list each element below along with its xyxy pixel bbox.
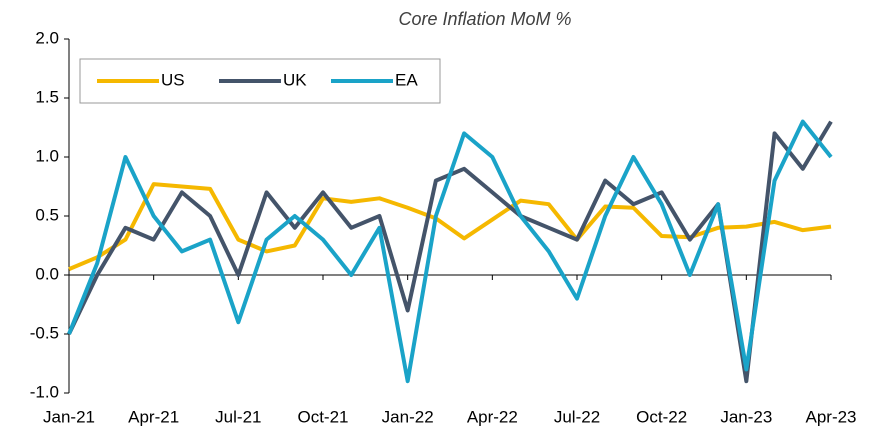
x-tick-label: Jan-21 [43, 407, 95, 426]
x-tick-label: Jul-22 [554, 407, 600, 426]
y-tick-label: 0.0 [35, 264, 59, 283]
y-tick-label: 2.0 [35, 28, 59, 47]
x-tick-label: Jan-22 [382, 407, 434, 426]
x-tick-label: Apr-21 [128, 407, 179, 426]
x-tick-label: Apr-22 [467, 407, 518, 426]
y-tick-label: 0.5 [35, 205, 59, 224]
x-tick-label: Jul-21 [215, 407, 261, 426]
series-line [68, 182, 832, 271]
legend-label: US [161, 70, 185, 89]
series-line [67, 119, 833, 384]
legend-label: UK [283, 70, 307, 89]
legend-label: EA [395, 70, 418, 89]
chart-title: Core Inflation MoM % [398, 9, 571, 29]
x-tick-label: Jan-23 [720, 407, 772, 426]
y-tick-label: 1.0 [35, 146, 59, 165]
y-tick-label: -1.0 [30, 382, 59, 401]
x-tick-label: Oct-21 [297, 407, 348, 426]
y-tick-label: -0.5 [30, 323, 59, 342]
x-tick-label: Apr-23 [805, 407, 856, 426]
x-tick-label: Oct-22 [636, 407, 687, 426]
y-tick-label: 1.5 [35, 87, 59, 106]
